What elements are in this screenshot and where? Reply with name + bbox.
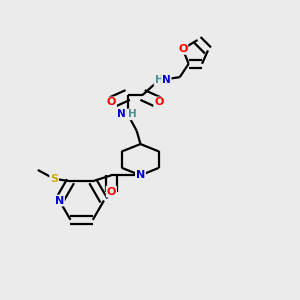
Text: N: N <box>136 170 145 180</box>
Text: H: H <box>154 75 163 85</box>
Text: O: O <box>107 98 116 107</box>
Text: N: N <box>162 75 171 85</box>
Text: O: O <box>107 187 116 196</box>
Text: O: O <box>178 44 188 54</box>
Text: N: N <box>55 196 64 206</box>
Text: N: N <box>117 109 125 119</box>
Text: S: S <box>50 174 58 184</box>
Text: H: H <box>128 109 136 119</box>
Text: O: O <box>154 98 164 107</box>
